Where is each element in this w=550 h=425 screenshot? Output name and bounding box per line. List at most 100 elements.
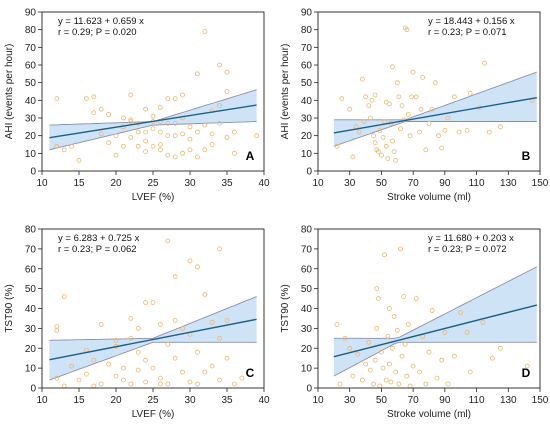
data-point bbox=[91, 383, 97, 388]
data-point bbox=[347, 345, 353, 351]
data-point bbox=[377, 383, 383, 388]
data-point bbox=[194, 264, 200, 270]
data-point bbox=[128, 119, 134, 124]
y-tick-label: 30 bbox=[25, 114, 37, 125]
y-axis-label: TST90 (%) bbox=[4, 284, 15, 332]
data-point bbox=[456, 129, 462, 135]
x-tick-label: 50 bbox=[376, 178, 388, 189]
data-point bbox=[217, 120, 223, 126]
y-tick-label: 50 bbox=[25, 284, 37, 295]
data-point bbox=[121, 115, 126, 121]
y-tick-label: 80 bbox=[25, 225, 37, 236]
data-point bbox=[209, 319, 215, 325]
data-point bbox=[143, 379, 149, 385]
data-point bbox=[429, 106, 435, 112]
data-point bbox=[194, 71, 200, 77]
x-tick-label: 130 bbox=[500, 395, 517, 406]
data-point bbox=[224, 134, 230, 140]
y-tick-label: 30 bbox=[301, 324, 313, 335]
y-tick-label: 90 bbox=[25, 8, 37, 19]
data-point bbox=[209, 108, 215, 114]
data-point bbox=[172, 96, 178, 101]
data-point bbox=[366, 103, 372, 108]
data-point bbox=[420, 75, 426, 80]
data-point bbox=[172, 120, 178, 126]
data-point bbox=[390, 64, 395, 70]
data-point bbox=[157, 129, 163, 135]
data-point bbox=[399, 103, 405, 108]
data-point bbox=[467, 369, 473, 375]
y-tick-label: 20 bbox=[25, 131, 37, 142]
ci-upper-line bbox=[333, 266, 538, 339]
data-point bbox=[359, 76, 365, 82]
x-tick-label: 35 bbox=[221, 395, 233, 406]
data-point bbox=[386, 306, 392, 311]
x-tick-label: 130 bbox=[500, 178, 517, 189]
data-point bbox=[464, 127, 470, 133]
data-point bbox=[194, 154, 200, 160]
ci-lower-line bbox=[333, 341, 537, 377]
data-point bbox=[334, 143, 340, 149]
data-point bbox=[106, 112, 111, 117]
data-point bbox=[187, 379, 193, 385]
data-point bbox=[54, 375, 60, 381]
data-point bbox=[106, 361, 111, 367]
x-axis-label: LVEF (%) bbox=[132, 409, 175, 420]
data-point bbox=[396, 94, 402, 100]
data-point bbox=[202, 369, 208, 375]
data-point bbox=[375, 296, 381, 302]
data-point bbox=[442, 329, 448, 335]
regression-line bbox=[49, 318, 257, 361]
data-point bbox=[187, 147, 193, 153]
data-point bbox=[439, 357, 445, 363]
data-point bbox=[372, 357, 378, 363]
data-point bbox=[401, 294, 407, 300]
y-tick-label: 40 bbox=[301, 96, 313, 107]
data-point bbox=[224, 317, 230, 323]
y-tick-label: 10 bbox=[25, 364, 37, 375]
data-point bbox=[388, 379, 394, 385]
data-point bbox=[363, 361, 369, 367]
data-point bbox=[399, 353, 405, 359]
data-point bbox=[451, 353, 457, 359]
data-point bbox=[385, 156, 391, 162]
data-point bbox=[172, 133, 178, 139]
regression-stats: r = 0.23; P = 0.062 bbox=[58, 244, 137, 255]
data-point bbox=[202, 122, 208, 128]
data-point bbox=[407, 383, 413, 388]
data-point bbox=[369, 97, 375, 103]
data-point bbox=[224, 69, 230, 75]
data-point bbox=[98, 131, 104, 137]
data-point bbox=[407, 133, 413, 139]
x-tick-label: 20 bbox=[110, 178, 122, 189]
data-point bbox=[372, 140, 378, 146]
x-tick-label: 70 bbox=[408, 395, 420, 406]
data-point bbox=[394, 327, 400, 333]
data-point bbox=[239, 375, 245, 381]
data-point bbox=[165, 133, 171, 139]
x-axis-label: Stroke volume (ml) bbox=[387, 192, 471, 203]
y-tick-label: 70 bbox=[301, 244, 313, 255]
x-axis-label: Stroke volume (ml) bbox=[387, 409, 471, 420]
x-tick-label: 15 bbox=[73, 395, 85, 406]
data-point bbox=[143, 149, 149, 155]
x-tick-label: 150 bbox=[532, 395, 549, 406]
confidence-band bbox=[49, 89, 257, 150]
data-point bbox=[374, 325, 380, 331]
data-point bbox=[394, 80, 400, 86]
y-tick-label: 20 bbox=[301, 131, 313, 142]
data-point bbox=[135, 143, 141, 149]
data-point bbox=[497, 345, 503, 351]
data-point bbox=[439, 145, 445, 151]
data-point bbox=[429, 308, 435, 313]
data-point bbox=[128, 134, 134, 140]
data-point bbox=[382, 252, 388, 258]
y-tick-label: 50 bbox=[25, 78, 37, 89]
regression-equation: y = 11.623 + 0.659 x bbox=[58, 16, 144, 27]
data-point bbox=[54, 96, 60, 101]
data-point bbox=[209, 142, 215, 147]
data-point bbox=[426, 349, 432, 355]
data-point bbox=[187, 136, 193, 142]
panel-b: 10 30 50 70 90 110 130 1500102030405060708090St… bbox=[280, 8, 549, 204]
data-point bbox=[194, 129, 200, 135]
